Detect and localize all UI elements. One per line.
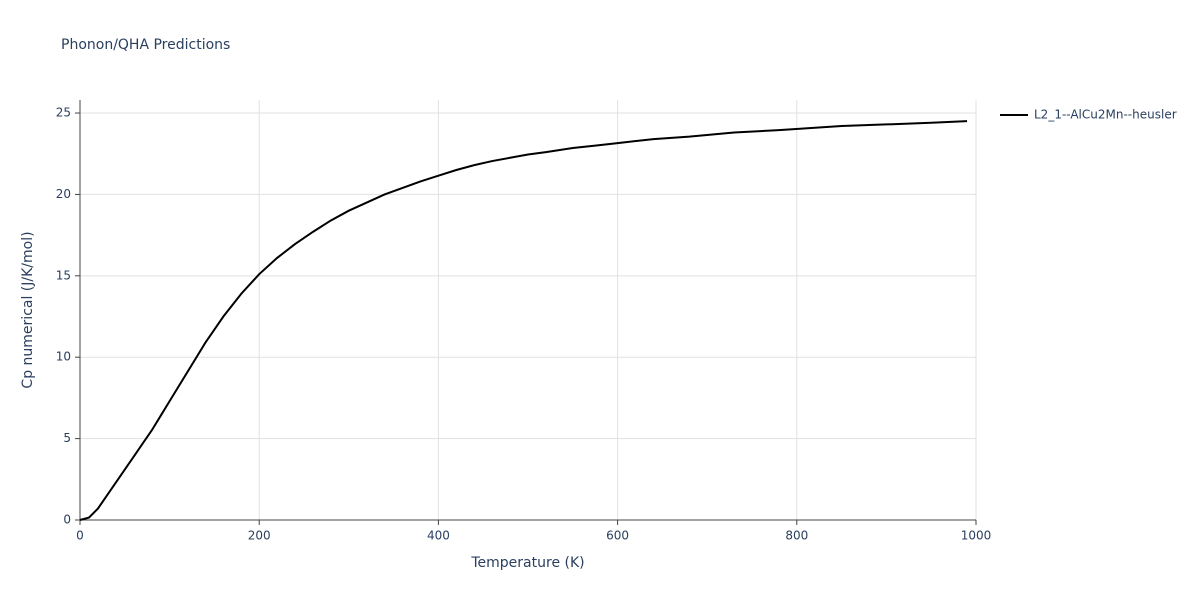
x-tick-label: 400 [427, 529, 450, 543]
y-axis-label: Cp numerical (J/K/mol) [20, 231, 36, 388]
y-tick-label: 25 [56, 106, 71, 120]
chart-title: Phonon/QHA Predictions [61, 37, 230, 53]
x-axis-label: Temperature (K) [470, 555, 584, 571]
legend-label: L2_1--AlCu2Mn--heusler [1034, 108, 1177, 122]
x-tick-label: 0 [76, 529, 84, 543]
x-tick-label: 800 [785, 529, 808, 543]
data-line [79, 120, 968, 521]
x-tick-label: 1000 [961, 529, 992, 543]
y-tick-label: 5 [63, 431, 71, 445]
y-tick-label: 15 [56, 268, 71, 282]
y-tick-label: 10 [56, 350, 71, 364]
y-tick-label: 0 [63, 513, 71, 527]
x-tick-label: 200 [248, 529, 271, 543]
x-tick-label: 600 [606, 529, 629, 543]
y-tick-label: 20 [56, 187, 71, 201]
